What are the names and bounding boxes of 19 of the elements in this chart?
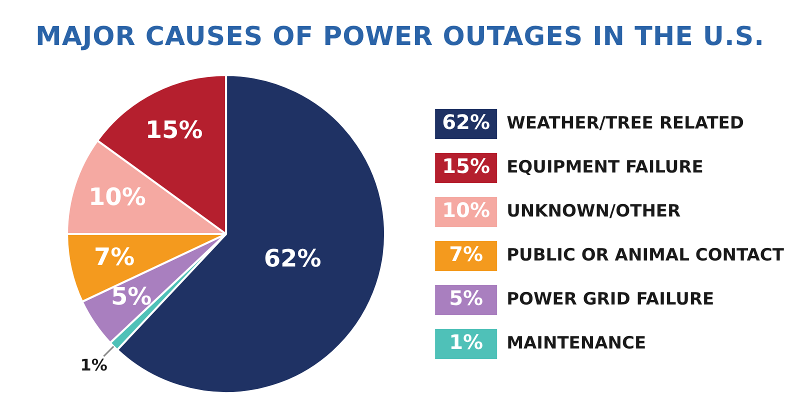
legend-label: EQUIPMENT FAILURE — [506, 157, 704, 178]
data-label: 15% — [145, 116, 203, 144]
legend-label: MAINTENANCE — [506, 333, 646, 354]
legend-label: PUBLIC OR ANIMAL CONTACT — [506, 245, 784, 266]
text: 5% — [449, 286, 484, 310]
data-label: 5% — [110, 282, 152, 311]
text: 7% — [449, 242, 484, 266]
text: 15% — [442, 154, 490, 178]
data-label: 1% — [80, 355, 108, 374]
text: 10% — [442, 198, 490, 222]
data-label: 62% — [264, 244, 322, 273]
text: 1% — [449, 330, 484, 354]
text: 62% — [442, 110, 490, 134]
chart-title: MAJOR CAUSES OF POWER OUTAGES IN THE U.S. — [34, 22, 766, 52]
legend-label: WEATHER/TREE RELATED — [506, 113, 744, 134]
data-label: 10% — [88, 182, 146, 211]
legend-label: POWER GRID FAILURE — [506, 289, 714, 310]
legend-label: UNKNOWN/OTHER — [506, 201, 681, 222]
data-label: 7% — [94, 243, 135, 272]
